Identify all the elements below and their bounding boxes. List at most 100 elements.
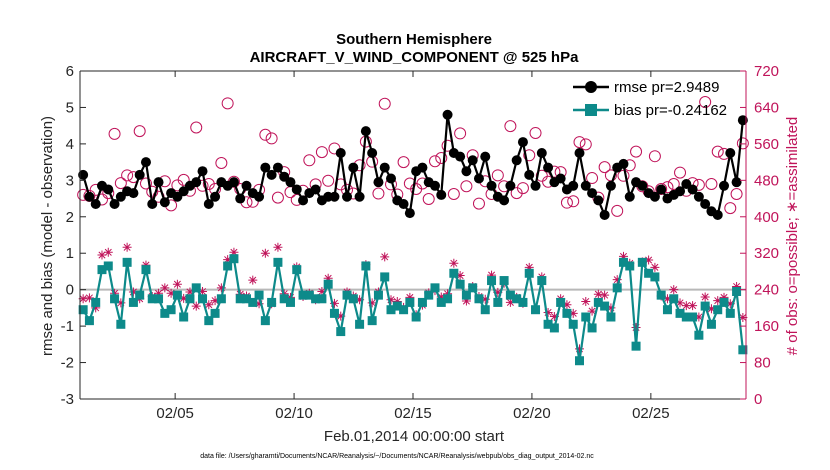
bias-point: [468, 283, 478, 293]
assimilated-obs-point: [713, 296, 723, 306]
bias-point: [688, 312, 698, 322]
assimilated-obs-point: [644, 255, 654, 265]
legend-bias-marker: [585, 104, 597, 116]
rmse-point: [505, 180, 516, 191]
rmse-point: [147, 199, 158, 210]
y2-tick-label: 720: [754, 63, 779, 80]
possible-obs-point: [422, 193, 435, 206]
possible-obs-point: [315, 146, 328, 159]
bias-point: [317, 294, 327, 304]
bias-point: [103, 261, 113, 271]
assimilated-obs-point: [669, 285, 679, 295]
bias-point: [549, 323, 559, 333]
assimilated-obs-point: [392, 297, 402, 307]
y-tick-label: 3: [66, 172, 74, 189]
y-tick-label: 2: [66, 209, 74, 226]
rmse-point: [335, 148, 346, 158]
bias-point: [298, 290, 308, 300]
rmse-point: [348, 162, 359, 173]
possible-obs-point: [617, 169, 630, 182]
bias-point: [675, 308, 685, 318]
rmse-point: [78, 169, 89, 180]
series-layer: [77, 95, 749, 366]
bias-point: [556, 297, 566, 307]
bias-point: [587, 323, 597, 333]
bias-point: [392, 301, 402, 311]
assimilated-obs-point: [405, 292, 415, 302]
possible-obs-point: [435, 152, 448, 165]
bias-point: [235, 294, 245, 304]
bias-point: [600, 301, 610, 311]
bias-point: [436, 297, 446, 307]
bias-point: [732, 286, 742, 296]
possible-obs-point: [711, 145, 724, 158]
assimilated-obs-point: [719, 292, 729, 302]
bias-point: [575, 356, 584, 366]
possible-obs-point: [560, 196, 573, 209]
assimilated-obs-point: [116, 298, 126, 308]
bias-point: [493, 297, 503, 307]
x-tick-label: 02/10: [275, 405, 313, 422]
assimilated-obs-point: [568, 308, 578, 318]
possible-obs-point: [378, 97, 391, 110]
assimilated-obs-point: [706, 304, 716, 314]
assimilated-obs-point: [254, 299, 264, 309]
assimilated-obs-point: [91, 303, 101, 313]
assimilated-obs-point: [493, 287, 503, 297]
bias-point: [524, 268, 534, 278]
rmse-point: [599, 209, 610, 220]
bias-point: [154, 294, 164, 304]
rmse-point: [480, 151, 491, 162]
bias-point: [669, 294, 679, 304]
assimilated-obs-point: [367, 298, 377, 308]
bias-point: [650, 272, 660, 282]
bias-point: [399, 305, 409, 315]
y2-tick-label: 80: [754, 355, 771, 372]
x-tick-label: 02/20: [513, 405, 551, 422]
assimilated-obs-point: [487, 270, 497, 280]
bias-point: [738, 345, 748, 355]
assimilated-obs-point: [273, 242, 283, 252]
assimilated-obs-point: [436, 292, 446, 302]
possible-obs-point: [447, 188, 460, 200]
assimilated-obs-point: [84, 293, 94, 303]
assimilated-obs-point: [694, 312, 704, 322]
rmse-point: [543, 162, 554, 173]
axis-layer: [79, 70, 747, 400]
rmse-point: [379, 162, 390, 173]
bias-point: [386, 305, 396, 315]
possible-obs-point: [372, 187, 385, 200]
bias-point: [512, 294, 522, 304]
assimilated-obs-point: [505, 297, 515, 307]
bias-point: [637, 257, 647, 267]
assimilated-obs-point: [198, 286, 208, 296]
assimilated-obs-point: [336, 311, 346, 321]
bias-point: [91, 297, 101, 307]
rmse-point: [140, 157, 151, 168]
rmse-point: [360, 126, 371, 137]
assimilated-obs-point: [593, 289, 603, 299]
plot-area: [80, 71, 746, 399]
assimilated-obs-point: [612, 275, 622, 285]
possible-obs-point: [648, 150, 661, 163]
assimilated-obs-point: [191, 301, 201, 311]
rmse-point: [417, 162, 428, 173]
possible-obs-point: [579, 138, 592, 151]
possible-obs-point: [611, 204, 624, 217]
bias-point: [216, 294, 226, 304]
rmse-point: [84, 191, 95, 202]
assimilated-obs-point: [562, 300, 572, 310]
bias-point: [342, 290, 352, 300]
assimilated-obs-point: [141, 260, 151, 270]
assimilated-obs-point: [688, 301, 698, 311]
bias-point: [229, 254, 239, 264]
rmse-point: [656, 184, 667, 195]
assimilated-obs-point: [732, 281, 742, 291]
bias-point: [185, 294, 195, 304]
assimilated-obs-point: [248, 275, 258, 285]
bias-point: [581, 312, 591, 322]
assimilated-obs-point: [229, 247, 239, 257]
possible-obs-point: [567, 195, 580, 208]
bias-point: [172, 290, 182, 300]
